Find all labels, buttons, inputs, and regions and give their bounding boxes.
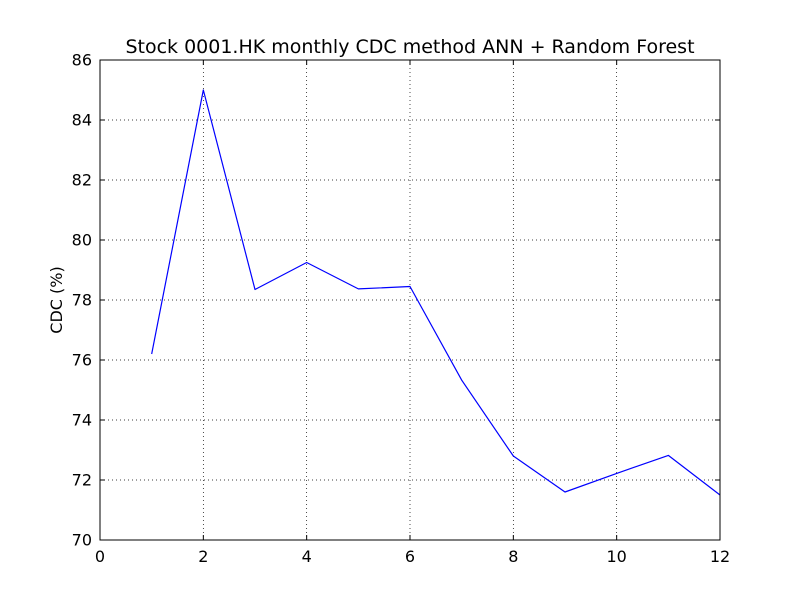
x-tick-label: 4 [302, 547, 312, 566]
x-tick-label: 8 [508, 547, 518, 566]
y-tick-label: 80 [72, 231, 92, 250]
plot-frame [99, 59, 721, 541]
series-layer [151, 89, 721, 496]
chart-title: Stock 0001.HK monthly CDC method ANN + R… [125, 36, 694, 58]
x-tick-label: 12 [710, 547, 730, 566]
y-tick-label: 78 [72, 291, 92, 310]
series-line [151, 89, 721, 496]
tick-labels-layer: 0 2 4 6 8 10 12 70 72 74 76 78 80 82 84 86 [72, 51, 731, 567]
y-tick-label: 76 [72, 351, 92, 370]
x-tick-label: 10 [606, 547, 626, 566]
x-tick-label: 6 [405, 547, 415, 566]
y-tick-label: 86 [72, 51, 92, 70]
x-tick-label: 2 [198, 547, 208, 566]
y-tick-label: 82 [72, 171, 92, 190]
y-tick-label: 72 [72, 471, 92, 490]
grid-layer [100, 60, 720, 540]
x-tick-label: 0 [95, 547, 105, 566]
y-tick-label: 84 [72, 111, 92, 130]
y-tick-label: 74 [72, 411, 92, 430]
y-tick-label: 70 [72, 531, 92, 550]
y-axis-label: CDC (%) [47, 266, 66, 333]
